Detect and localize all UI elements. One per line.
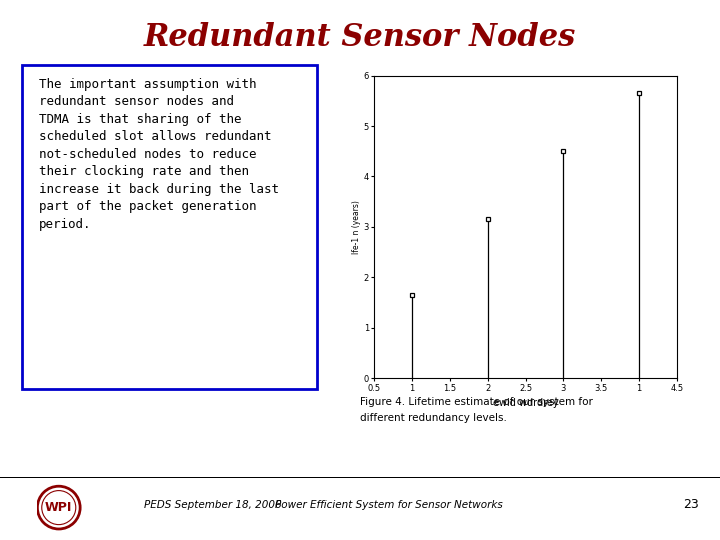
Text: 23: 23: [683, 498, 698, 511]
FancyBboxPatch shape: [22, 65, 317, 389]
Text: Redundant Sensor Nodes: Redundant Sensor Nodes: [144, 22, 576, 52]
Text: Figure 4. Lifetime estimate of our system for: Figure 4. Lifetime estimate of our syste…: [360, 397, 593, 407]
Text: different redundancy levels.: different redundancy levels.: [360, 413, 507, 423]
X-axis label: ewld wdrdrey: ewld wdrdrey: [492, 398, 559, 408]
Text: WPI: WPI: [45, 501, 73, 514]
Text: Power Efficient System for Sensor Networks: Power Efficient System for Sensor Networ…: [275, 500, 503, 510]
Text: The important assumption with
redundant sensor nodes and
TDMA is that sharing of: The important assumption with redundant …: [40, 78, 279, 231]
Y-axis label: lfe-1 n (years): lfe-1 n (years): [351, 200, 361, 254]
Text: PEDS September 18, 2006: PEDS September 18, 2006: [144, 500, 282, 510]
